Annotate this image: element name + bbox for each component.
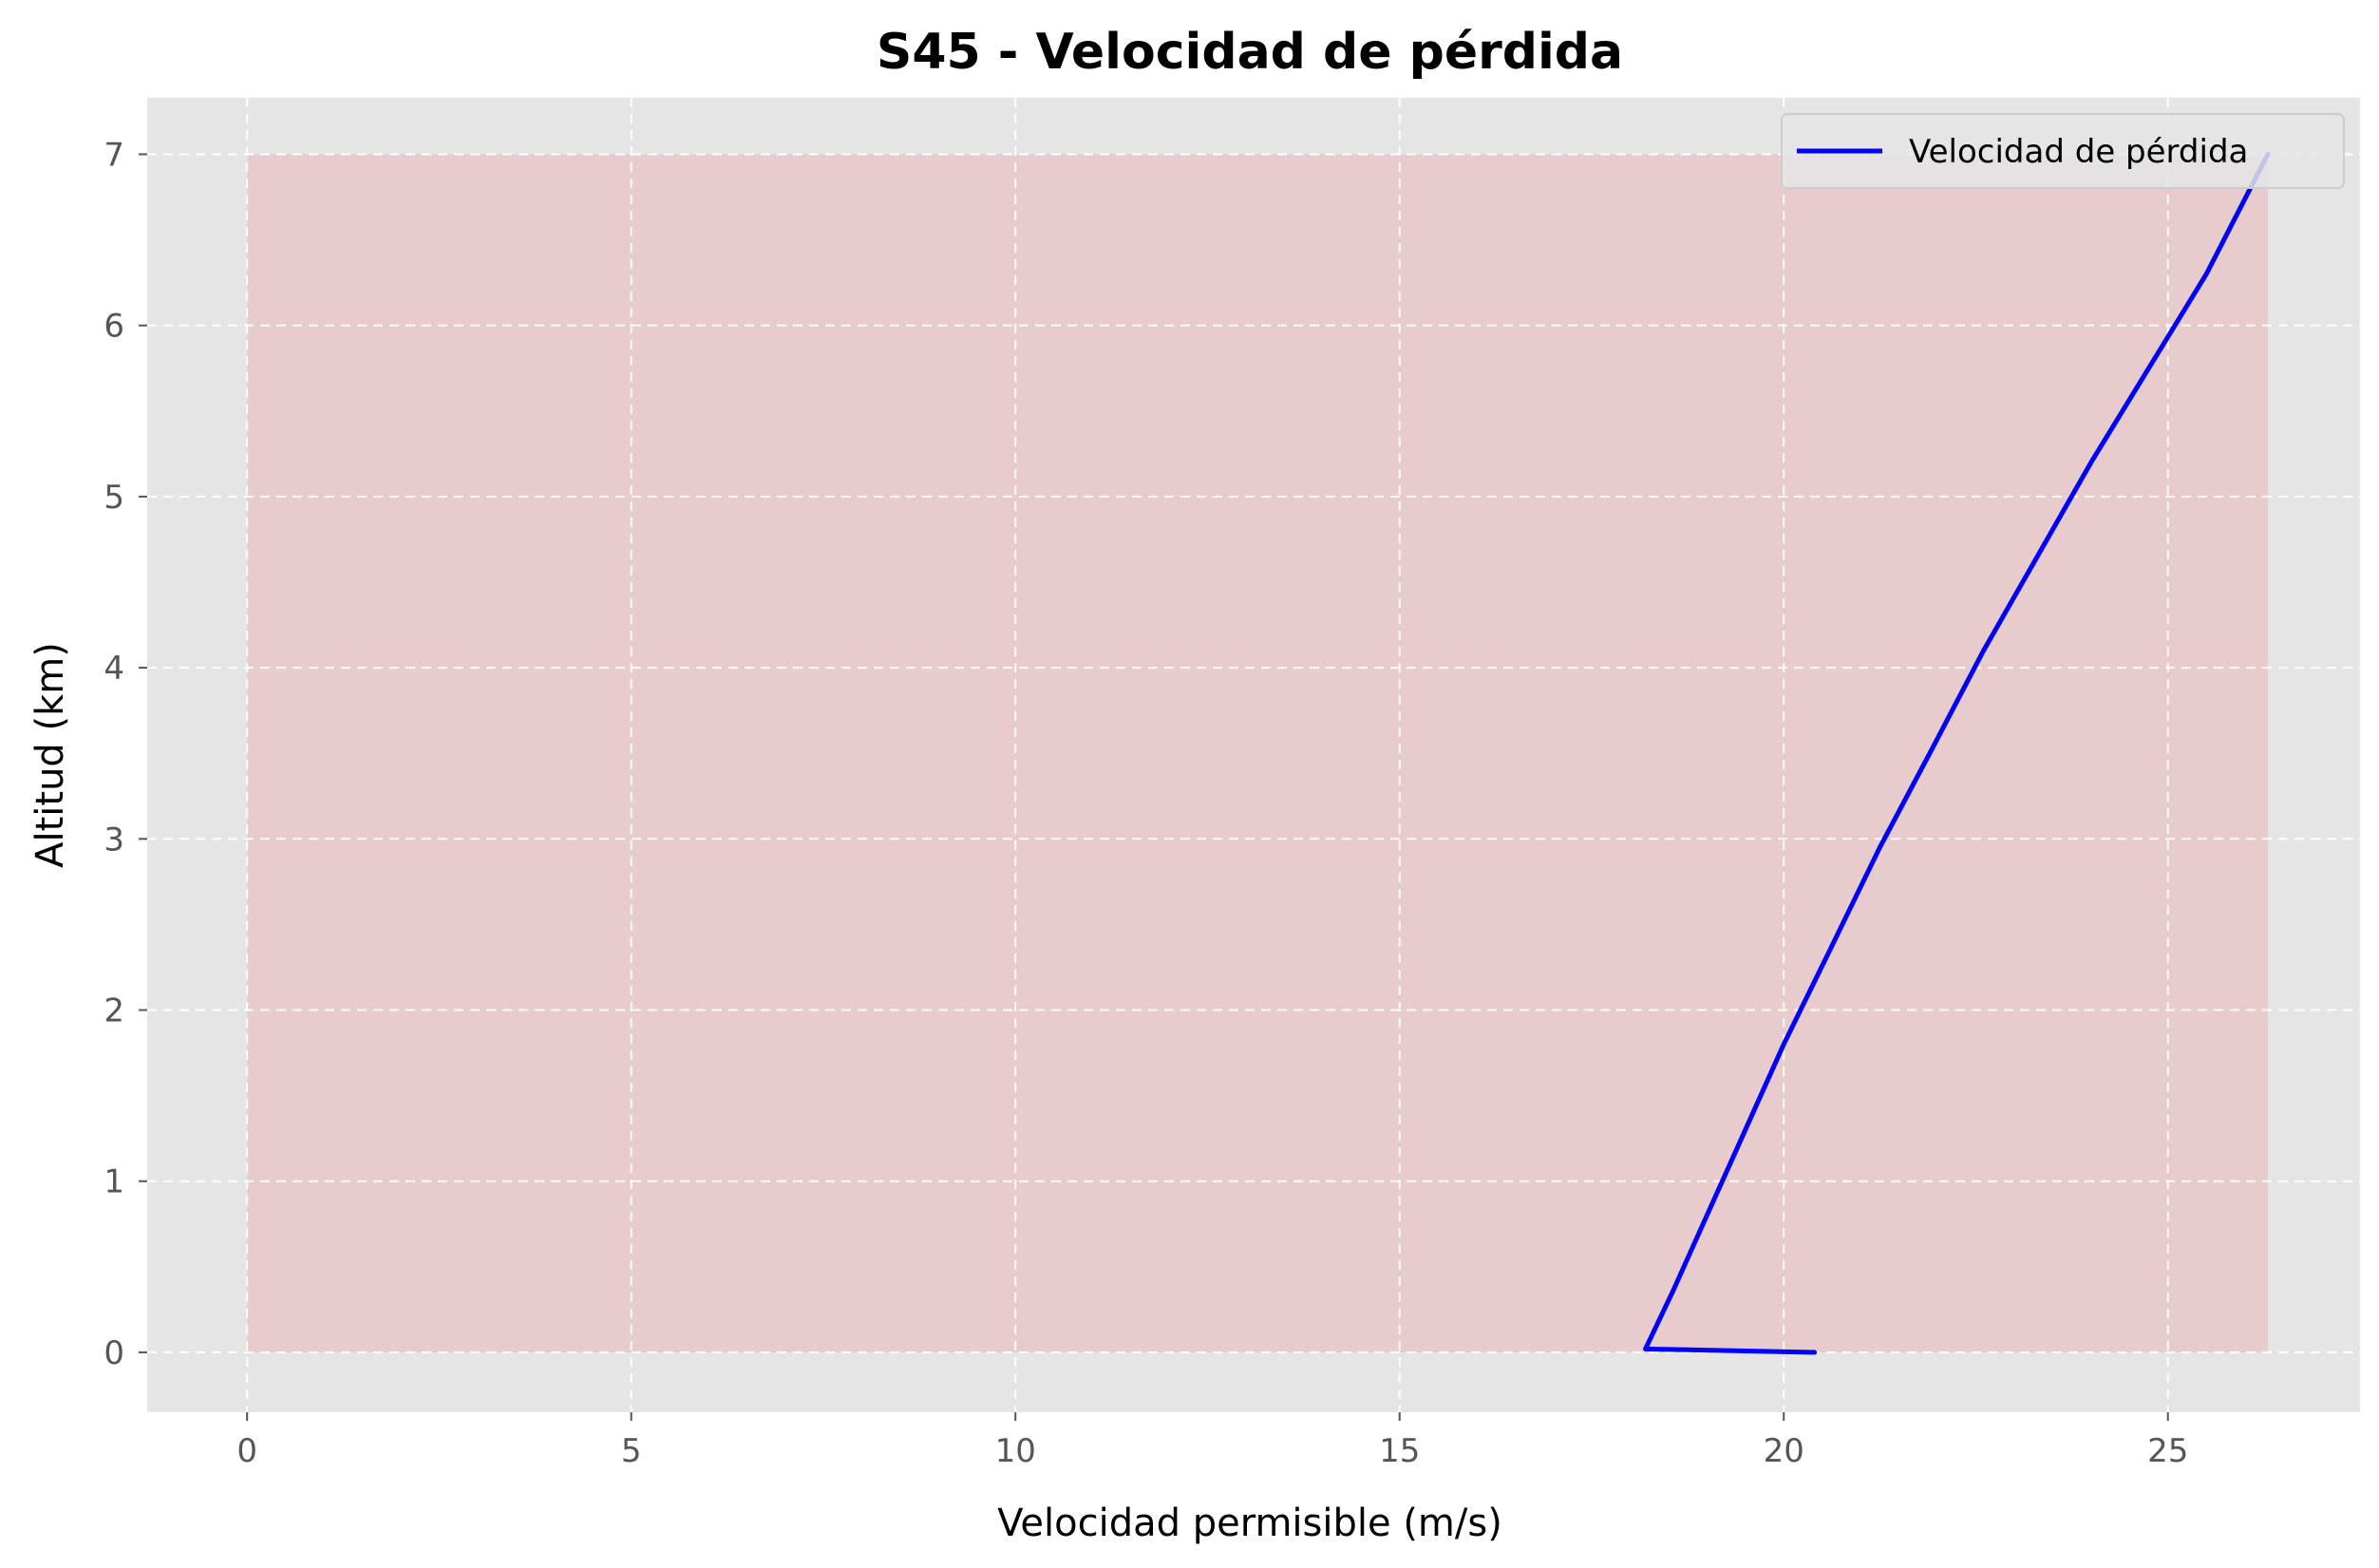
x-tick-label: 20 [1764,1432,1804,1470]
legend-box [1781,113,2345,189]
ticks: 0 5 10 15 20 25 0 1 2 3 4 5 6 7 [104,136,2188,1470]
x-tick-label: 0 [236,1432,257,1470]
y-tick-label: 6 [104,308,124,346]
x-tick-label: 5 [621,1432,642,1470]
chart-title: S45 - Velocidad de pérdida [877,24,1623,81]
x-tick-label: 10 [995,1432,1036,1470]
y-tick-label: 3 [104,821,124,859]
x-axis-label: Velocidad permisible (m/s) [997,1502,1502,1545]
x-tick-label: 15 [1379,1432,1420,1470]
y-tick-label: 4 [104,650,124,688]
y-axis-label: Altitud (km) [28,642,72,868]
y-tick-label: 0 [104,1334,124,1372]
y-tick-label: 7 [104,136,124,174]
y-tick-label: 1 [104,1163,124,1201]
y-tick-label: 2 [104,992,124,1030]
legend-label: Velocidad de pérdida [1909,133,2248,171]
series-line [1643,151,2271,1355]
legend: Velocidad de pérdida [1781,113,2345,189]
y-tick-label: 5 [104,479,124,517]
fill-region [247,154,2268,1352]
x-tick-label: 25 [2147,1432,2188,1470]
